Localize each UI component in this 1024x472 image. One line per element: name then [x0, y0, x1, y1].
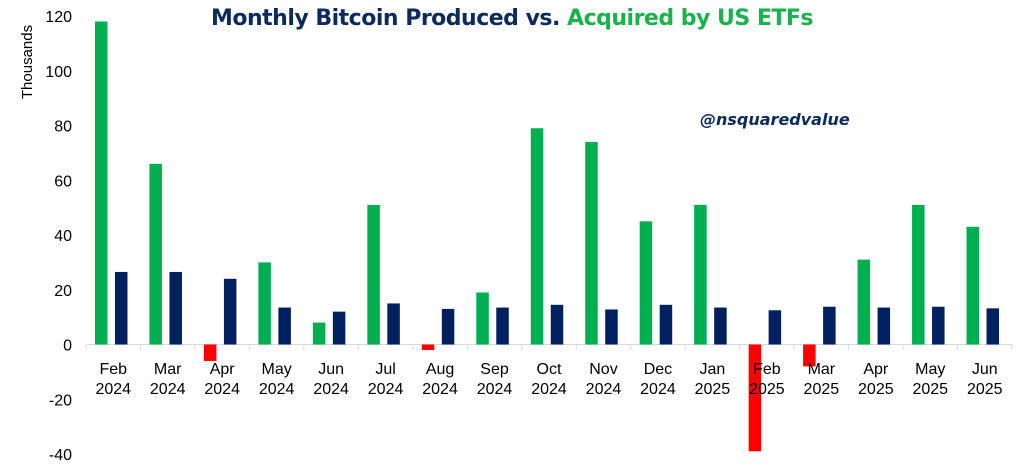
- y-tick-label: 100: [45, 64, 72, 81]
- x-tick-label-year: 2025: [749, 381, 785, 398]
- bar-acquired: [258, 262, 271, 345]
- x-tick-label-month: Mar: [808, 361, 836, 378]
- x-tick-label-month: May: [262, 361, 292, 378]
- bar-acquired: [912, 204, 925, 345]
- x-tick-label-month: Mar: [154, 361, 182, 378]
- y-tick-label: 60: [54, 173, 72, 190]
- y-tick-label: 0: [63, 338, 72, 355]
- x-tick-label-month: Nov: [589, 361, 617, 378]
- y-tick-label: -40: [49, 447, 72, 464]
- bar-acquired: [639, 221, 653, 345]
- x-tick-label-month: Apr: [210, 361, 236, 378]
- title-vs: vs.: [518, 6, 568, 31]
- bar-acquired: [94, 21, 108, 345]
- x-tick-label-month: Feb: [753, 361, 781, 378]
- bar-produced: [877, 307, 891, 345]
- bar-produced: [605, 309, 618, 345]
- bar-produced: [714, 307, 727, 345]
- bar-acquired: [803, 344, 816, 367]
- y-axis-labels: -40 -20 0 20 40 60 80 100 120 Thousands: [19, 9, 72, 464]
- bar-produced: [932, 306, 945, 345]
- x-tick-label-year: 2024: [422, 381, 458, 398]
- bar-produced: [332, 311, 346, 345]
- bar-produced: [441, 308, 455, 345]
- bar-acquired: [694, 204, 707, 345]
- watermark: @nsquaredvalue: [700, 110, 850, 129]
- x-tick-label-year: 2024: [586, 381, 622, 398]
- bar-produced: [768, 310, 782, 345]
- x-tick-label-month: Oct: [537, 361, 562, 378]
- bar-acquired: [312, 322, 326, 345]
- bar-acquired: [367, 204, 380, 345]
- x-tick-label-month: Feb: [99, 361, 127, 378]
- bar-produced: [659, 304, 673, 345]
- x-tick-label-month: Jul: [375, 361, 395, 378]
- bar-acquired: [203, 344, 217, 361]
- x-tick-label-month: Dec: [644, 361, 672, 378]
- x-tick-label-year: 2024: [204, 381, 240, 398]
- x-tick-label-month: Sep: [480, 361, 509, 378]
- x-tick-label-month: Jun: [972, 361, 998, 378]
- bar-produced: [169, 271, 182, 345]
- x-tick-label-year: 2024: [477, 381, 513, 398]
- x-tick-label-month: Jan: [700, 361, 726, 378]
- bar-produced: [986, 308, 1000, 345]
- bar-produced: [223, 278, 237, 345]
- y-tick-label: 40: [54, 228, 72, 245]
- bar-acquired: [857, 259, 871, 345]
- x-tick-label-year: 2025: [858, 381, 894, 398]
- bar-produced: [114, 271, 128, 345]
- bar-acquired: [476, 292, 489, 345]
- y-tick-label: 120: [45, 9, 72, 26]
- y-tick-label: -20: [49, 392, 72, 409]
- bar-produced: [278, 307, 291, 345]
- bar-produced: [550, 304, 564, 345]
- x-tick-label-year: 2025: [967, 381, 1003, 398]
- x-axis-labels: Feb 2024 Mar 2024 Apr 2024 May 2024 Jun 2024 Jul 20…: [95, 361, 1002, 398]
- x-tick-label-year: 2025: [912, 381, 948, 398]
- bar-produced: [496, 307, 509, 345]
- title-produced: Monthly Bitcoin Produced: [210, 6, 519, 31]
- y-tick-label: 80: [54, 119, 72, 136]
- bar-acquired: [149, 163, 162, 345]
- bar-produced: [387, 303, 400, 345]
- bar-acquired: [748, 344, 762, 452]
- x-tick-label-year: 2024: [313, 381, 349, 398]
- y-tick-label: 20: [54, 283, 72, 300]
- x-tick-label-year: 2025: [695, 381, 731, 398]
- x-tick-label-year: 2024: [368, 381, 404, 398]
- x-tick-label-month: Apr: [863, 361, 889, 378]
- chart-axes: [85, 344, 1013, 350]
- x-tick-label-year: 2024: [640, 381, 676, 398]
- x-tick-label-year: 2024: [531, 381, 567, 398]
- chart-title: Monthly Bitcoin Produced vs. Acquired by…: [0, 6, 1024, 31]
- bar-acquired: [966, 226, 980, 345]
- x-tick-label-month: May: [915, 361, 945, 378]
- y-axis-title: Thousands: [19, 25, 36, 99]
- x-tick-label-year: 2024: [259, 381, 295, 398]
- bar-acquired: [530, 128, 544, 345]
- x-tick-label-month: Aug: [426, 361, 454, 378]
- bar-acquired: [585, 141, 598, 345]
- chart-bars: [94, 21, 1000, 452]
- title-acquired: Acquired by US ETFs: [567, 6, 814, 31]
- x-tick-label-year: 2025: [804, 381, 840, 398]
- bar-produced: [823, 306, 836, 345]
- x-tick-label-year: 2024: [95, 381, 131, 398]
- x-tick-label-month: Jun: [318, 361, 344, 378]
- x-tick-label-year: 2024: [150, 381, 186, 398]
- bar-acquired: [421, 344, 435, 350]
